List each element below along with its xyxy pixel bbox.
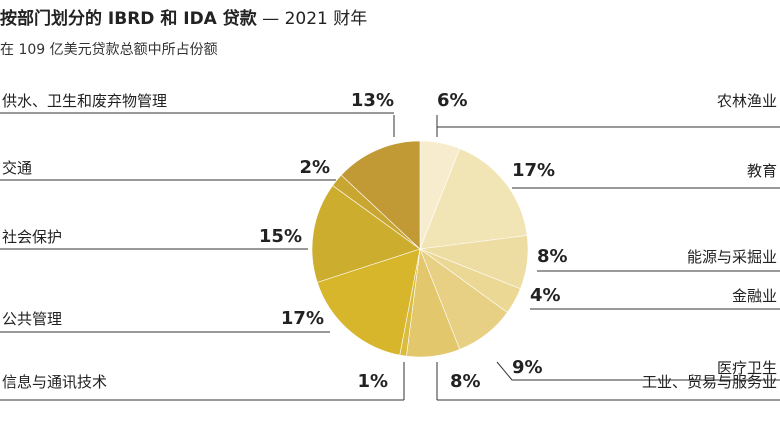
- chart-title-year: 2021 财年: [284, 9, 368, 29]
- category-label: 农林渔业: [717, 92, 777, 110]
- percent-label: 6%: [437, 90, 468, 111]
- pie-slice: [340, 140, 421, 250]
- category-label: 金融业: [732, 287, 777, 305]
- category-label: 医疗卫生: [717, 359, 777, 377]
- percent-label: 17%: [512, 160, 555, 181]
- percent-label: 8%: [450, 371, 481, 392]
- pie-slice: [419, 148, 528, 250]
- chart-title-dash: —: [256, 9, 285, 29]
- category-label: 社会保护: [2, 228, 62, 246]
- percent-label: 13%: [351, 90, 394, 111]
- percent-label: 9%: [512, 357, 543, 378]
- chart-subtitle: 在 109 亿美元贷款总额中所占份额: [0, 42, 218, 58]
- category-label: 交通: [2, 159, 32, 177]
- percent-label: 1%: [357, 371, 388, 392]
- chart-title: 按部门划分的 IBRD 和 IDA 贷款 — 2021 财年: [0, 4, 367, 29]
- slice-labels: 农林渔业 6% 教育 17% 能源与采掘业 8% 金融业 4% 医疗卫生 9% 工业、贸易与服务业 8…: [2, 90, 777, 392]
- chart-title-main: 按部门划分的 IBRD 和 IDA 贷款: [0, 9, 257, 29]
- leader-lines: [0, 112, 780, 401]
- leader-stub: [496, 361, 513, 381]
- category-label: 供水、卫生和废弃物管理: [2, 92, 167, 110]
- pie-slices: [311, 140, 529, 358]
- pie-slice: [316, 248, 421, 356]
- percent-label: 8%: [537, 246, 568, 267]
- category-label: 公共管理: [2, 310, 62, 328]
- percent-label: 17%: [281, 308, 324, 329]
- category-label: 信息与通讯技术: [2, 373, 107, 391]
- percent-label: 4%: [530, 285, 561, 306]
- category-label: 工业、贸易与服务业: [642, 373, 777, 391]
- pie-slice: [311, 185, 421, 283]
- category-label: 教育: [747, 162, 777, 180]
- category-label: 能源与采掘业: [687, 248, 777, 266]
- percent-label: 15%: [259, 226, 302, 247]
- percent-label: 2%: [299, 157, 330, 178]
